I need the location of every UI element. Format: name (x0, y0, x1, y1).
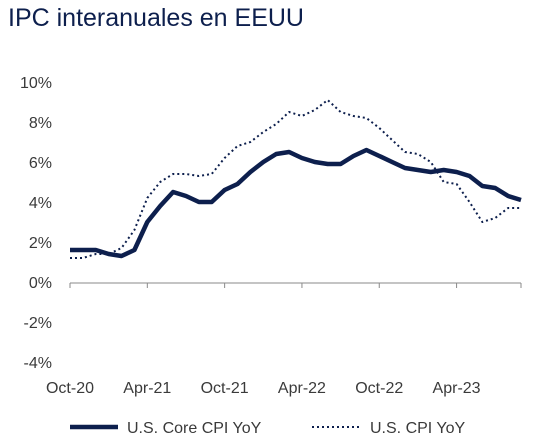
y-tick-label: 8% (29, 115, 52, 132)
y-tick-label: 4% (29, 195, 52, 212)
legend-label: U.S. Core CPI YoY (127, 420, 262, 437)
y-tick-label: 10% (20, 75, 52, 92)
x-tick-label: Apr-22 (278, 380, 326, 397)
x-tick-label: Oct-20 (46, 380, 94, 397)
series-layer (70, 99, 522, 259)
y-tick-label: -4% (24, 355, 52, 372)
y-tick-label: -2% (24, 315, 52, 332)
x-tick-label: Apr-23 (433, 380, 481, 397)
y-tick-label: 6% (29, 155, 52, 172)
x-tick-label: Apr-21 (123, 380, 171, 397)
legend-label: U.S. CPI YoY (370, 420, 465, 437)
x-tick-label: Oct-22 (355, 380, 403, 397)
series-line-cpi (70, 99, 521, 259)
chart-title: IPC interanuales en EEUU (8, 4, 304, 32)
y-tick-label: 0% (29, 275, 52, 292)
series-line-core-cpi (70, 147, 522, 259)
y-tick-label: 2% (29, 235, 52, 252)
x-tick-label: Oct-21 (201, 380, 249, 397)
x-axis: Oct-20 Apr-21 Oct-21 Apr-22 Oct-22 Apr-23 (46, 282, 522, 397)
legend: U.S. Core CPI YoY U.S. CPI YoY (70, 420, 465, 437)
y-axis-ticks: 10% 8% 6% 4% 2% 0% -2% -4% (20, 75, 52, 372)
